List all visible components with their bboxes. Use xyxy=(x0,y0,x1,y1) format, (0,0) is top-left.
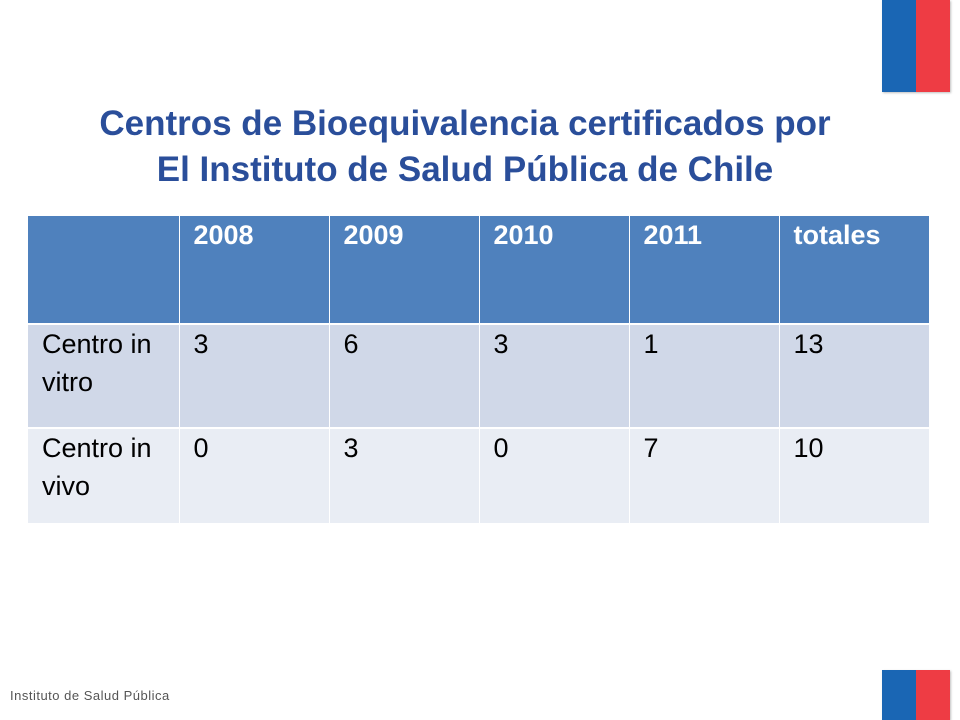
slide-title: Centros de Bioequivalencia certificados … xyxy=(40,101,890,193)
flag-blue-stripe xyxy=(882,0,916,92)
chile-flag-logo-top xyxy=(882,0,950,92)
row-label: Centro in vitro xyxy=(28,324,180,429)
slide-title-line-2: El Instituto de Salud Pública de Chile xyxy=(156,150,774,190)
header-cell-2011: 2011 xyxy=(629,216,780,325)
row-label: Centro in vivo xyxy=(28,428,180,525)
table-cell: 0 xyxy=(479,428,630,525)
table-cell-total: 10 xyxy=(779,428,929,525)
table-row: Centro in vivo 0 3 0 7 10 xyxy=(28,428,929,525)
table-cell: 0 xyxy=(179,428,330,525)
table-header-row: 2008 2009 2010 2011 totales xyxy=(28,216,929,325)
table-cell: 3 xyxy=(179,324,330,429)
table-cell: 1 xyxy=(629,324,780,429)
table-cell-total: 13 xyxy=(779,324,929,429)
table-cell: 3 xyxy=(479,324,630,429)
header-cell-empty xyxy=(28,216,180,325)
table-cell: 3 xyxy=(329,428,480,525)
table-cell: 7 xyxy=(629,428,780,525)
bioequivalence-table: 2008 2009 2010 2011 totales Centro in vi… xyxy=(28,216,929,525)
footer-institution-name: Instituto de Salud Pública xyxy=(10,688,170,703)
header-cell-2010: 2010 xyxy=(479,216,630,325)
header-cell-2008: 2008 xyxy=(179,216,330,325)
table-cell: 6 xyxy=(329,324,480,429)
header-cell-2009: 2009 xyxy=(329,216,480,325)
flag-red-stripe xyxy=(916,670,950,720)
table-row: Centro in vitro 3 6 3 1 13 xyxy=(28,324,929,429)
header-cell-totales: totales xyxy=(779,216,929,325)
slide-title-line-1: Centros de Bioequivalencia certificados … xyxy=(99,104,831,144)
flag-blue-stripe xyxy=(882,670,916,720)
chile-flag-logo-bottom xyxy=(882,670,950,720)
flag-red-stripe xyxy=(916,0,950,92)
